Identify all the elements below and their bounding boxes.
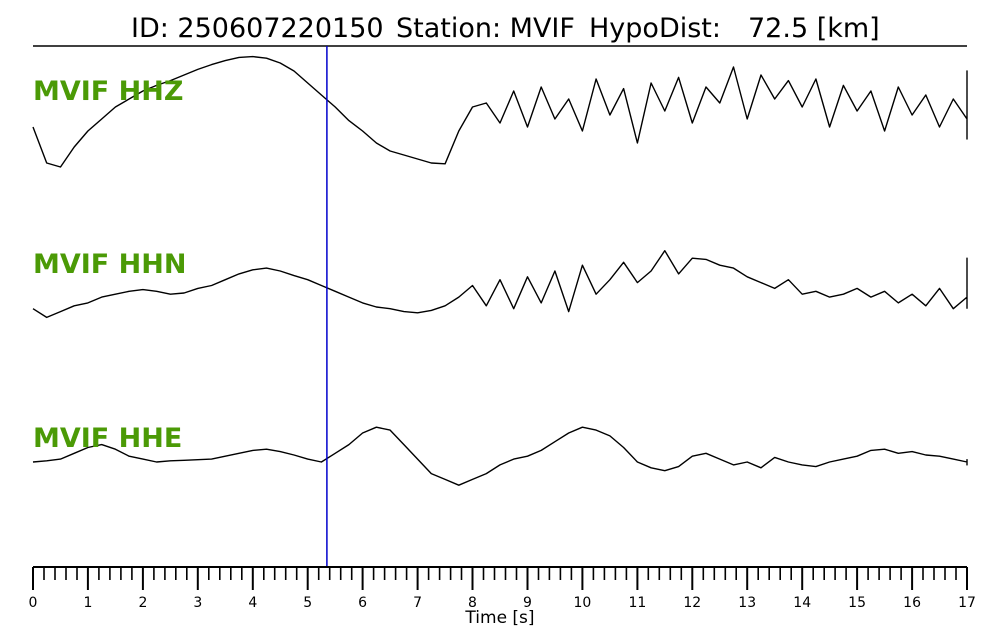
x-tick-label: 1 xyxy=(83,595,92,611)
x-tick-label: 14 xyxy=(793,595,811,611)
x-tick-label: 9 xyxy=(523,595,532,611)
x-tick-label: 10 xyxy=(573,595,591,611)
x-tick-label: 4 xyxy=(248,595,257,611)
x-axis-ticks: 0 1 2 3 4 5 6 7 8 9 10 11 12 13 14 15 16 17 xyxy=(29,567,976,611)
x-tick-label: 8 xyxy=(468,595,477,611)
x-tick-label: 0 xyxy=(29,595,38,611)
x-tick-label: 11 xyxy=(628,595,646,611)
channel-label-hhe: MVIF HHE xyxy=(33,423,182,454)
x-tick-label: 3 xyxy=(193,595,202,611)
x-tick-label: 5 xyxy=(303,595,312,611)
x-tick-label: 16 xyxy=(903,595,921,611)
x-tick-label: 2 xyxy=(138,595,147,611)
trace-hhz xyxy=(32,55,968,168)
hypodist-value: 72.5 [km] xyxy=(748,13,880,44)
channel-label-hhz: MVIF HHZ xyxy=(33,76,183,107)
trace-hhe xyxy=(32,426,968,486)
station-label: Station: MVIF xyxy=(396,13,575,44)
x-tick-label: 7 xyxy=(413,595,422,611)
channel-label-hhn: MVIF HHN xyxy=(33,249,186,280)
x-tick-label: 6 xyxy=(358,595,367,611)
event-id-label: ID: 250607220150 xyxy=(131,13,384,44)
trace-group xyxy=(32,55,968,486)
trace-hhn xyxy=(32,249,968,319)
x-tick-label: 12 xyxy=(683,595,701,611)
hypodist-label: HypoDist: xyxy=(589,13,721,44)
x-tick-label: 15 xyxy=(848,595,866,611)
chart-title: ID: 250607220150 Station: MVIF HypoDist:… xyxy=(131,13,880,44)
x-tick-label: 17 xyxy=(958,595,976,611)
x-axis-label: Time [s] xyxy=(464,608,534,628)
x-tick-label: 13 xyxy=(738,595,756,611)
channel-label-group: MVIF HHZ MVIF HHN MVIF HHE xyxy=(33,76,186,454)
